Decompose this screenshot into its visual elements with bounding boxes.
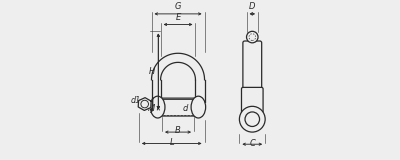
Circle shape: [245, 112, 260, 127]
Text: D: D: [249, 2, 256, 11]
Text: M: M: [148, 104, 155, 113]
FancyBboxPatch shape: [243, 41, 262, 91]
Ellipse shape: [191, 96, 206, 118]
Circle shape: [240, 106, 265, 132]
Text: C: C: [249, 139, 255, 148]
FancyBboxPatch shape: [242, 87, 263, 114]
Polygon shape: [152, 98, 153, 112]
Polygon shape: [138, 98, 151, 110]
Text: G: G: [175, 2, 181, 11]
Text: H: H: [149, 67, 155, 76]
FancyBboxPatch shape: [162, 98, 195, 116]
Text: d1: d1: [131, 96, 141, 105]
Text: E: E: [176, 13, 181, 22]
Text: L: L: [169, 138, 174, 147]
Text: d: d: [182, 104, 188, 113]
Text: B: B: [175, 126, 181, 135]
Circle shape: [246, 31, 258, 43]
Ellipse shape: [150, 96, 165, 118]
